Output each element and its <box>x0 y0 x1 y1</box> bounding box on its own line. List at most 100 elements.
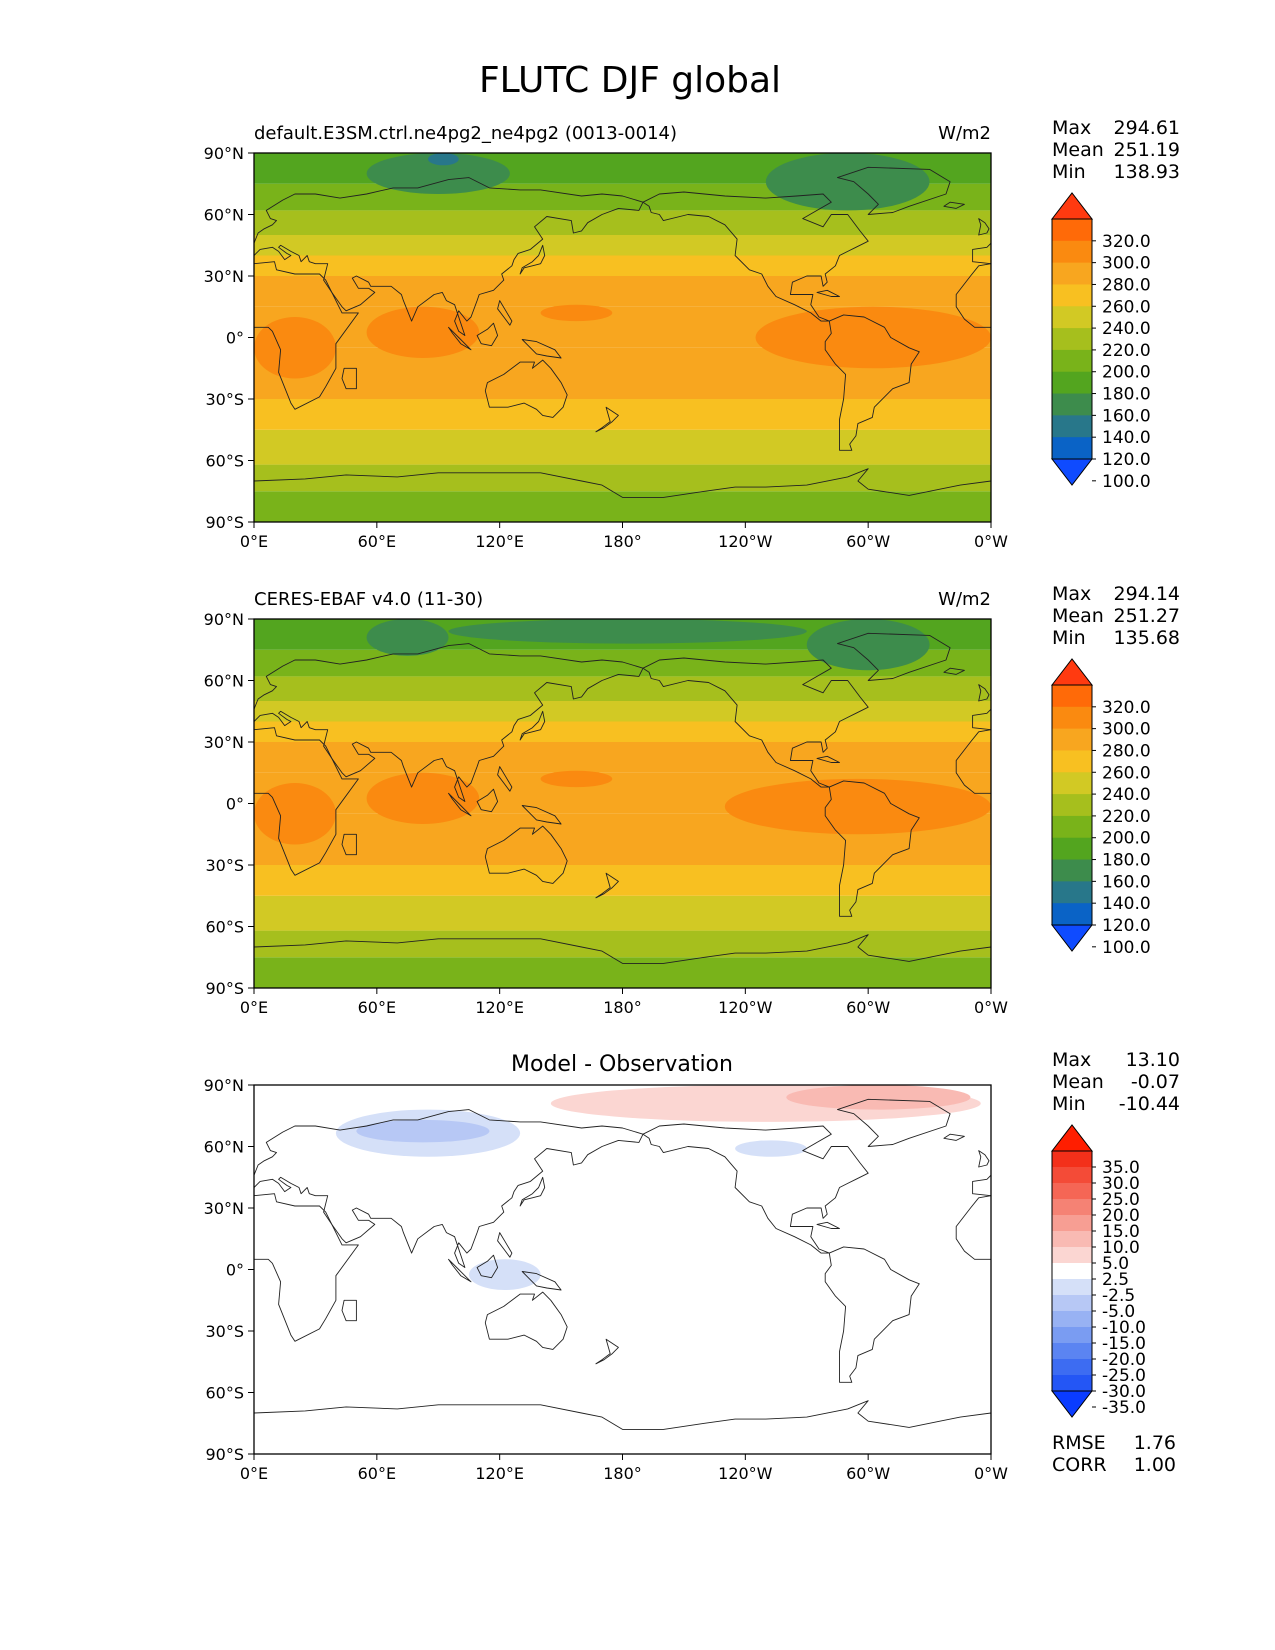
colorbar-segment <box>1052 437 1092 460</box>
panel-units: W/m2 <box>938 123 991 144</box>
x-tick-label: 180° <box>603 1464 642 1483</box>
colorbar-segment <box>1052 1311 1092 1328</box>
coastline <box>254 1400 991 1454</box>
zonal-band <box>254 429 991 465</box>
coastline <box>972 1174 991 1197</box>
x-tick-label: 120°E <box>475 1464 524 1483</box>
zonal-band <box>254 865 991 896</box>
negative-anomaly <box>735 1140 807 1157</box>
stat-value: 294.14 <box>1114 583 1180 605</box>
tropical-high <box>724 778 991 835</box>
panel-title-left: default.E3SM.ctrl.ne4pg2_ne4pg2 (0013-00… <box>254 123 677 144</box>
coastline <box>254 261 359 410</box>
negative-anomaly <box>468 1259 541 1290</box>
x-tick-label: 60°E <box>358 532 396 551</box>
tropical-high <box>540 770 613 788</box>
tropical-high <box>254 317 336 379</box>
arctic-low <box>366 153 510 194</box>
colorbar-tick-label: 15.0 <box>1102 1222 1140 1242</box>
stat-value: 294.61 <box>1114 117 1180 139</box>
stat-label: Min <box>1052 161 1086 183</box>
x-tick-label: 60°W <box>846 998 890 1017</box>
y-tick-label: 60°N <box>204 1138 244 1157</box>
colorbar-segment <box>1052 1231 1092 1248</box>
stat-label: Mean <box>1052 139 1104 161</box>
colorbar-segment <box>1052 1151 1092 1168</box>
colorbar-tick-label: 180.0 <box>1102 851 1151 871</box>
coastlines <box>254 632 991 988</box>
colorbar-tick-label: 10.0 <box>1102 1238 1140 1258</box>
figure-title: FLUTC DJF global <box>479 60 781 101</box>
colorbar-tick-label: 200.0 <box>1102 829 1151 849</box>
y-tick-label: 60°S <box>205 452 244 471</box>
colorbar-tick-label: -30.0 <box>1102 1382 1146 1402</box>
y-tick-label: 30°S <box>205 1322 244 1341</box>
colorbar-segment <box>1052 393 1092 416</box>
panel-difference: Model - Observation 0°E 60°E 120°E 180° 120°… <box>204 1052 1009 1483</box>
zonal-band <box>254 210 991 235</box>
stats-difference: Max 13.10 Mean -0.07 Min -10.44 <box>1052 1049 1180 1115</box>
coastline <box>972 242 991 265</box>
colorbar-frame <box>1051 1150 1093 1392</box>
colorbar-segment <box>1052 1167 1092 1184</box>
colorbar-extend-max <box>1050 658 1094 686</box>
y-tick-label: 60°N <box>204 206 244 225</box>
y-tick-label: 30°N <box>204 1199 244 1218</box>
y-tick-label: 30°N <box>204 267 244 286</box>
map-field <box>254 619 991 988</box>
colorbar-segment <box>1052 750 1092 773</box>
coastline <box>955 263 991 328</box>
stat-label: Min <box>1052 627 1086 649</box>
coastline <box>816 1221 840 1229</box>
coastline <box>476 788 499 813</box>
y-tick-label: 90°N <box>204 610 244 629</box>
colorbar-tick-label: 120.0 <box>1102 916 1151 936</box>
x-tick-label: 0°E <box>240 998 268 1017</box>
colorbar-tick-label: 30.0 <box>1102 1174 1140 1194</box>
zonal-band <box>254 399 991 430</box>
negative-anomaly <box>356 1119 490 1143</box>
x-tick-label: 120°W <box>718 532 773 551</box>
positive-anomaly <box>786 1085 971 1110</box>
panel-title-left: CERES-EBAF v4.0 (11-30) <box>254 589 483 610</box>
x-axis: 0°E 60°E 120°E 180° 120°W 60°W 0°W <box>240 1454 1008 1483</box>
x-tick-label: 60°W <box>846 1464 890 1483</box>
colorbar-segment <box>1052 262 1092 285</box>
x-tick-label: 60°E <box>358 1464 396 1483</box>
colorbar-segment <box>1052 881 1092 904</box>
stat-value: 13.10 <box>1126 1049 1180 1071</box>
stat-label: Max <box>1052 583 1091 605</box>
colorbar-tick-label: 180.0 <box>1102 385 1151 405</box>
coastline <box>824 780 920 917</box>
colorbar-reference: 320.0300.0280.0260.0240.0220.0200.0180.0… <box>1050 658 1151 958</box>
colorbar-frame <box>1051 218 1093 460</box>
colorbar-segment <box>1052 1199 1092 1216</box>
colorbar-tick-label: 280.0 <box>1102 741 1151 761</box>
coastline <box>341 833 357 856</box>
stat-value: -10.44 <box>1119 1093 1180 1115</box>
y-tick-label: 90°S <box>205 979 244 998</box>
zonal-band <box>254 895 991 931</box>
colorbar-tick-label: -2.5 <box>1102 1286 1135 1306</box>
zonal-band <box>254 742 991 773</box>
y-axis: 90°N 60°N 30°N 0° 30°S 60°S 90°S <box>204 610 254 998</box>
colorbar-extend-min <box>1050 458 1094 486</box>
coastline <box>837 166 951 215</box>
arctic-low <box>765 153 930 211</box>
colorbar-segment <box>1052 1279 1092 1296</box>
arctic-low <box>428 153 459 166</box>
colorbar-tick-label: -15.0 <box>1102 1334 1146 1354</box>
stat-value: 1.76 <box>1134 1432 1176 1454</box>
colorbar-tick-label: 300.0 <box>1102 720 1151 740</box>
stat-label: Max <box>1052 117 1091 139</box>
coastline <box>955 1195 991 1260</box>
colorbar-segment <box>1052 371 1092 395</box>
panel-units: W/m2 <box>938 589 991 610</box>
coastline <box>521 805 562 825</box>
colorbar-tick-label: 240.0 <box>1102 785 1151 805</box>
colorbar-tick-label: 5.0 <box>1102 1254 1129 1274</box>
stat-label: RMSE <box>1052 1432 1106 1454</box>
zonal-band <box>254 276 991 307</box>
coastlines <box>254 1098 991 1454</box>
coastline <box>254 727 359 876</box>
